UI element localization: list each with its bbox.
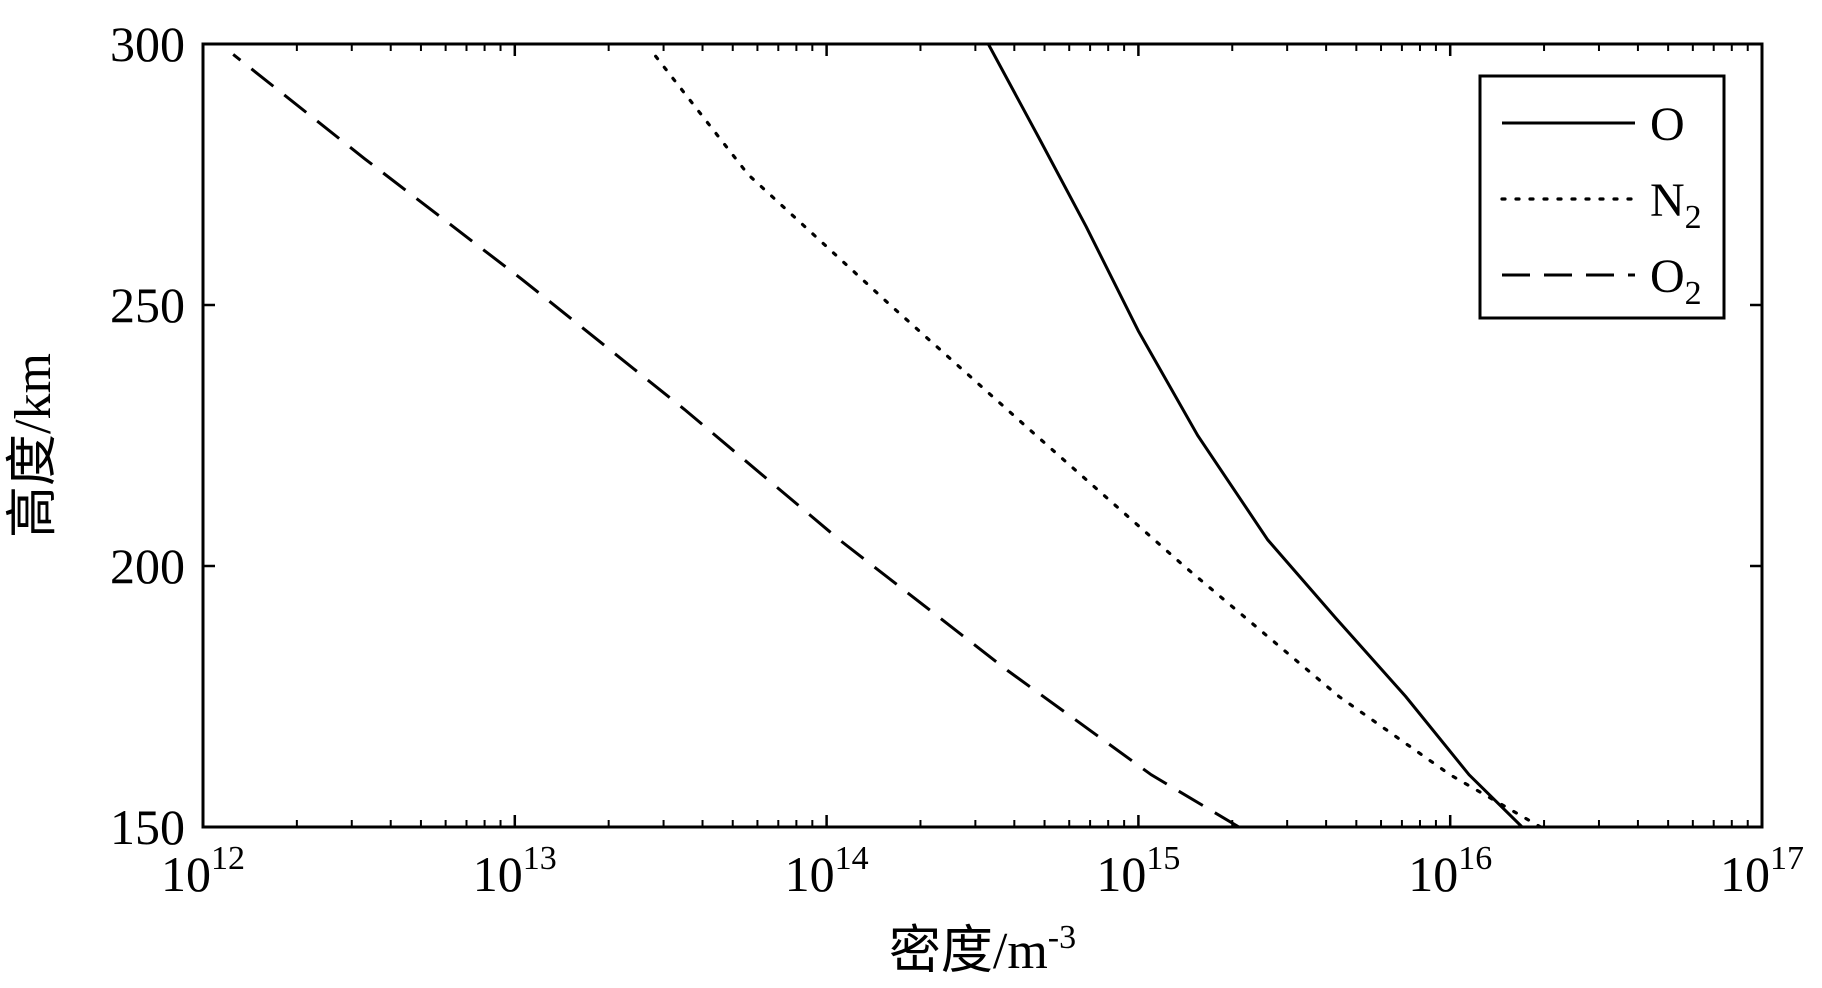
x-tick-label-exponent: 14 — [835, 840, 869, 877]
x-tick-label: 1016 — [1408, 840, 1492, 902]
x-tick-label-exponent: 16 — [1458, 840, 1492, 877]
series-line-o2 — [232, 53, 1240, 827]
y-tick-label: 250 — [110, 277, 185, 333]
plot-frame — [201, 42, 1764, 829]
x-tick-label-exponent: 17 — [1770, 840, 1804, 877]
x-tick-label-base: 10 — [1720, 846, 1770, 902]
y-tick-label: 300 — [110, 16, 185, 72]
x-tick-label-base: 10 — [1096, 846, 1146, 902]
x-tick-label-exponent: 13 — [523, 840, 557, 877]
x-tick-label-base: 10 — [161, 846, 211, 902]
legend-label-main: N — [1650, 174, 1685, 227]
plot-layer — [232, 44, 1543, 827]
x-tick-label: 1012 — [161, 840, 245, 902]
series-line-o — [986, 44, 1524, 827]
x-tick-label-base: 10 — [785, 846, 835, 902]
legend-label-subscript: 2 — [1685, 275, 1702, 312]
x-tick-label-exponent: 12 — [211, 840, 245, 877]
x-tick-label-base: 10 — [473, 846, 523, 902]
x-tick-label: 1017 — [1720, 840, 1804, 902]
legend-box — [1478, 74, 1726, 320]
x-tick-label: 1014 — [785, 840, 869, 902]
y-tick-label: 150 — [110, 799, 185, 855]
series-line-n2 — [652, 52, 1543, 827]
y-tick-label: 200 — [110, 538, 185, 594]
y-axis-title: 高度/km — [5, 353, 62, 538]
legend-label-o2: O2 — [1650, 250, 1702, 312]
x-axis-title-main: 密度/m — [889, 923, 1048, 980]
x-tick-label: 1015 — [1096, 840, 1180, 902]
legend-label-main: O — [1650, 98, 1685, 151]
x-tick-label-exponent: 15 — [1146, 840, 1180, 877]
legend-label-o: O — [1650, 98, 1685, 151]
legend-label-main: O — [1650, 250, 1685, 303]
x-tick-label: 1013 — [473, 840, 557, 902]
legend-label-n2: N2 — [1650, 174, 1702, 236]
legend-label-subscript: 2 — [1685, 199, 1702, 236]
tick-marks — [201, 42, 1764, 829]
x-axis-title-exponent: -3 — [1048, 919, 1076, 956]
x-axis-title: 密度/m-3 — [889, 919, 1076, 980]
x-tick-label-base: 10 — [1408, 846, 1458, 902]
